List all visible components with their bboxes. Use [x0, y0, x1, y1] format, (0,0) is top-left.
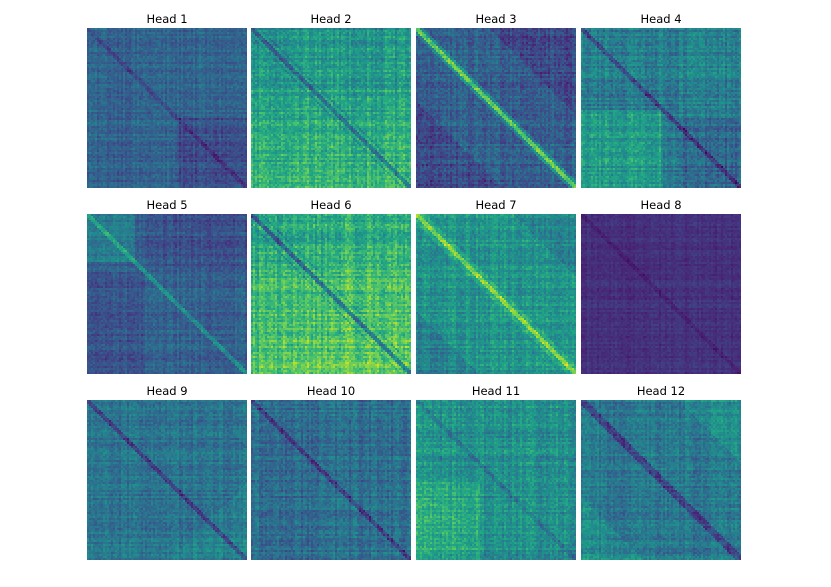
heatmap-panel: Head 2 [251, 12, 411, 190]
panel-title: Head 5 [146, 198, 188, 212]
heatmap-panel: Head 6 [251, 198, 411, 376]
panel-title: Head 1 [146, 12, 188, 26]
panel-title: Head 7 [475, 198, 517, 212]
heatmap-canvas [87, 214, 247, 374]
panel-title: Head 11 [471, 384, 521, 398]
heatmap-panel: Head 3 [416, 12, 576, 190]
heatmap-canvas [251, 214, 411, 374]
heatmap-canvas [87, 400, 247, 560]
panel-title: Head 9 [146, 384, 188, 398]
panel-title: Head 6 [310, 198, 352, 212]
heatmap-panel: Head 1 [87, 12, 247, 190]
heatmap-canvas [416, 28, 576, 188]
panel-title: Head 12 [636, 384, 686, 398]
heatmap-panel: Head 11 [416, 384, 576, 562]
heatmap-panel: Head 5 [87, 198, 247, 376]
heatmap-panel: Head 10 [251, 384, 411, 562]
heatmap-canvas [416, 400, 576, 560]
heatmap-canvas [581, 214, 741, 374]
heatmap-panel: Head 8 [581, 198, 741, 376]
heatmap-canvas [416, 214, 576, 374]
heatmap-canvas [87, 28, 247, 188]
panel-title: Head 4 [640, 12, 682, 26]
heatmap-panel: Head 7 [416, 198, 576, 376]
panel-title: Head 2 [310, 12, 352, 26]
heatmap-canvas [251, 28, 411, 188]
heatmap-panel: Head 12 [581, 384, 741, 562]
heatmap-canvas [581, 28, 741, 188]
heatmap-panel: Head 4 [581, 12, 741, 190]
panel-title: Head 3 [475, 12, 517, 26]
heatmap-canvas [251, 400, 411, 560]
panel-title: Head 10 [306, 384, 356, 398]
heatmap-canvas [581, 400, 741, 560]
panel-title: Head 8 [640, 198, 682, 212]
heatmap-panel: Head 9 [87, 384, 247, 562]
